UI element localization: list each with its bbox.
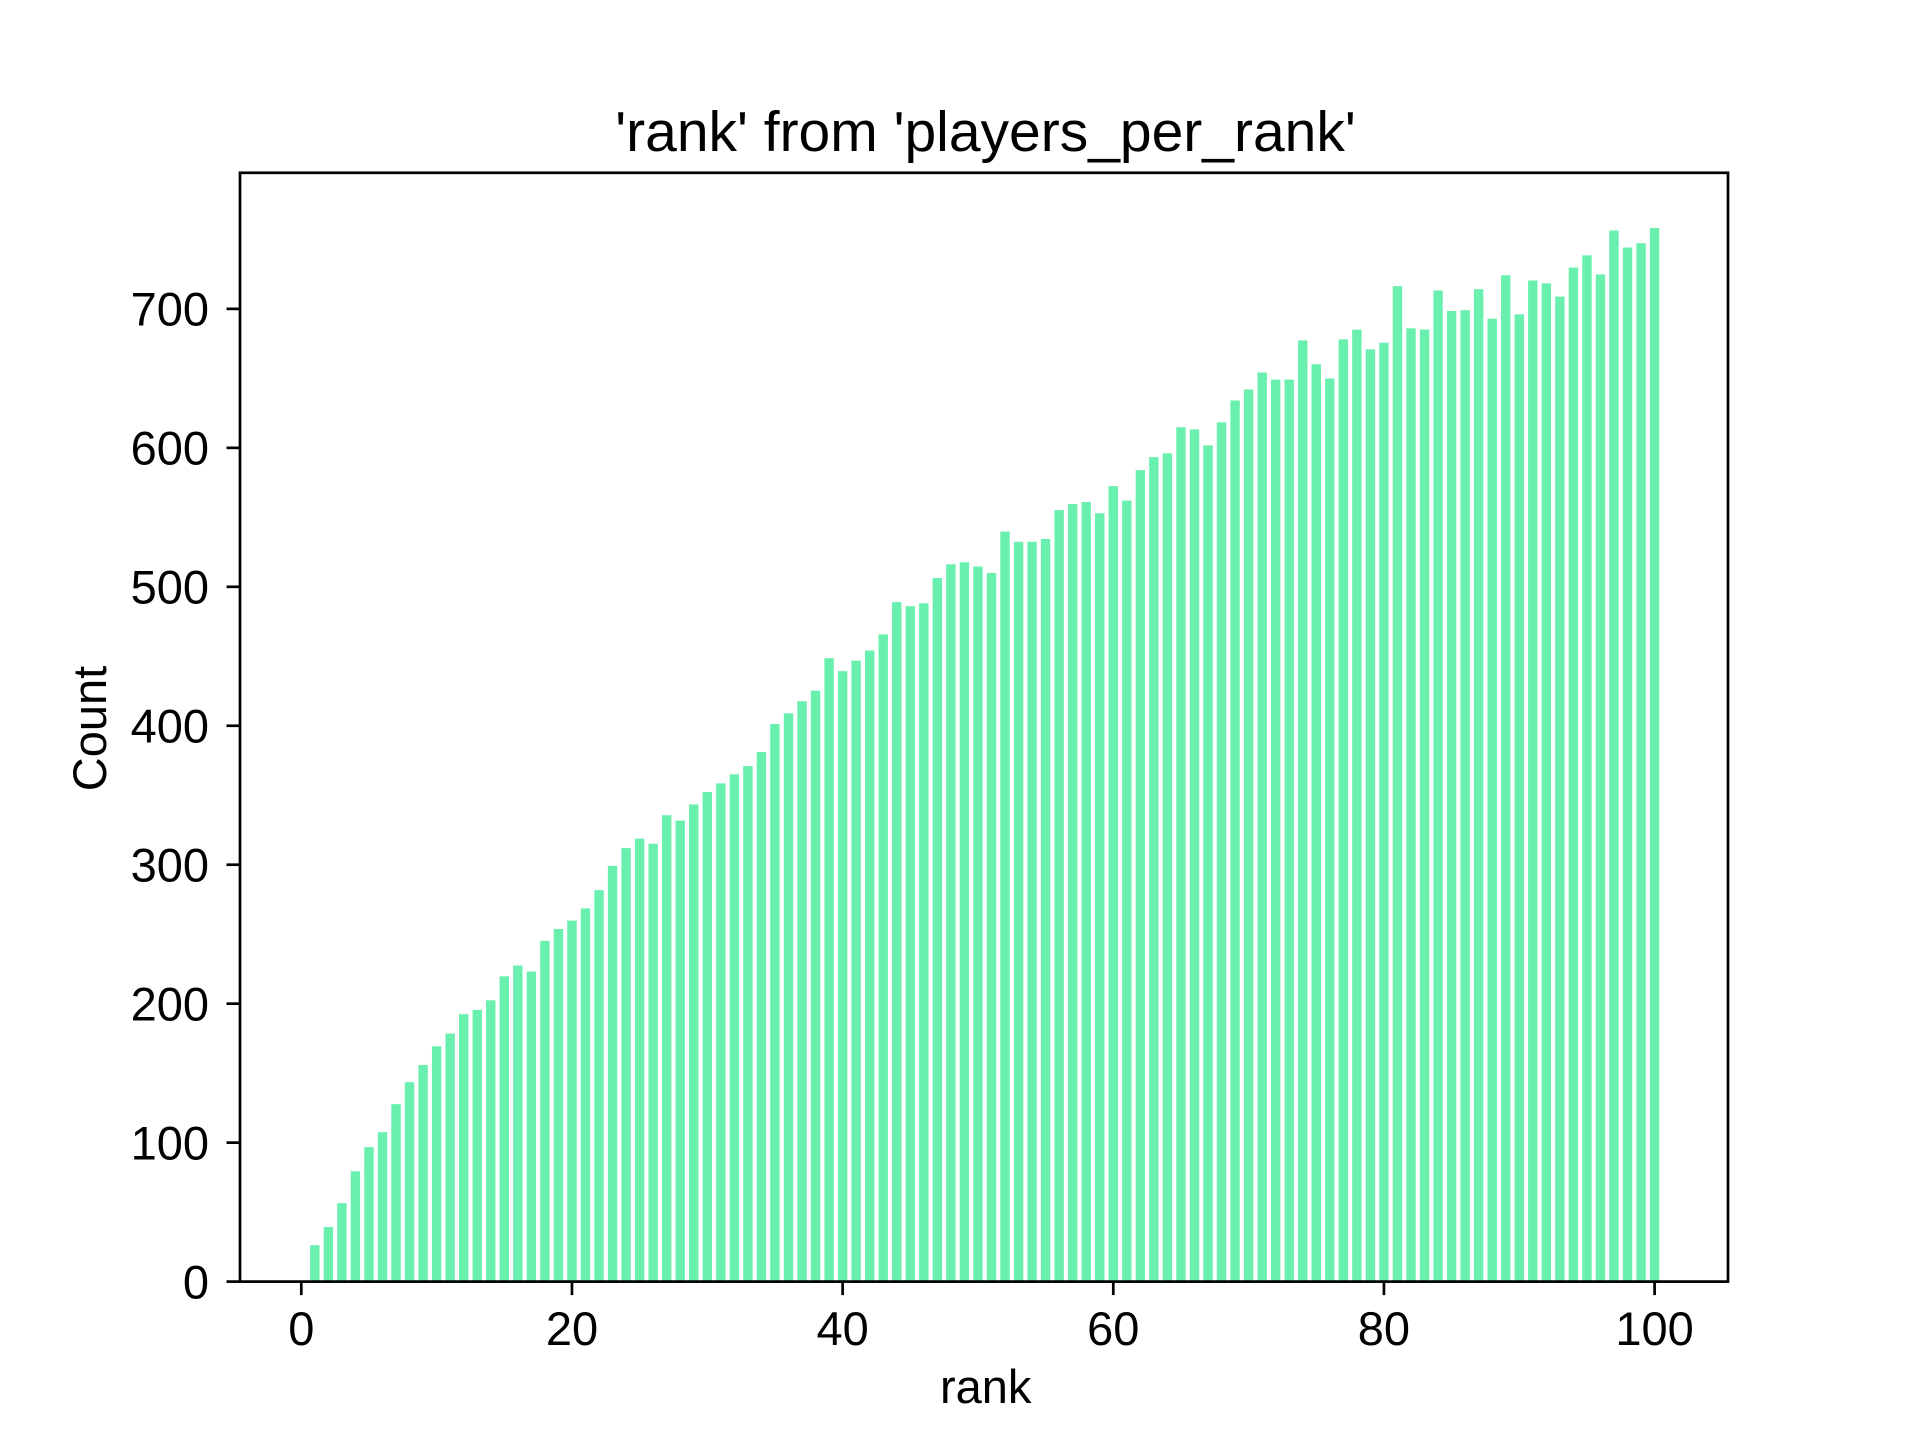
svg-text:100: 100 (1615, 1302, 1693, 1355)
svg-text:20: 20 (546, 1302, 598, 1355)
svg-text:200: 200 (131, 977, 209, 1030)
svg-text:100: 100 (131, 1116, 209, 1169)
svg-text:rank: rank (940, 1360, 1032, 1413)
svg-text:600: 600 (131, 422, 209, 475)
svg-text:80: 80 (1358, 1302, 1410, 1355)
svg-text:40: 40 (816, 1302, 868, 1355)
svg-text:Count: Count (63, 666, 116, 791)
svg-text:500: 500 (131, 561, 209, 614)
svg-text:300: 300 (131, 838, 209, 891)
svg-text:'rank' from 'players_per_rank': 'rank' from 'players_per_rank' (615, 100, 1356, 164)
svg-text:0: 0 (288, 1302, 314, 1355)
svg-text:700: 700 (131, 283, 209, 336)
svg-text:0: 0 (183, 1255, 209, 1308)
svg-text:400: 400 (131, 699, 209, 752)
svg-text:60: 60 (1087, 1302, 1139, 1355)
